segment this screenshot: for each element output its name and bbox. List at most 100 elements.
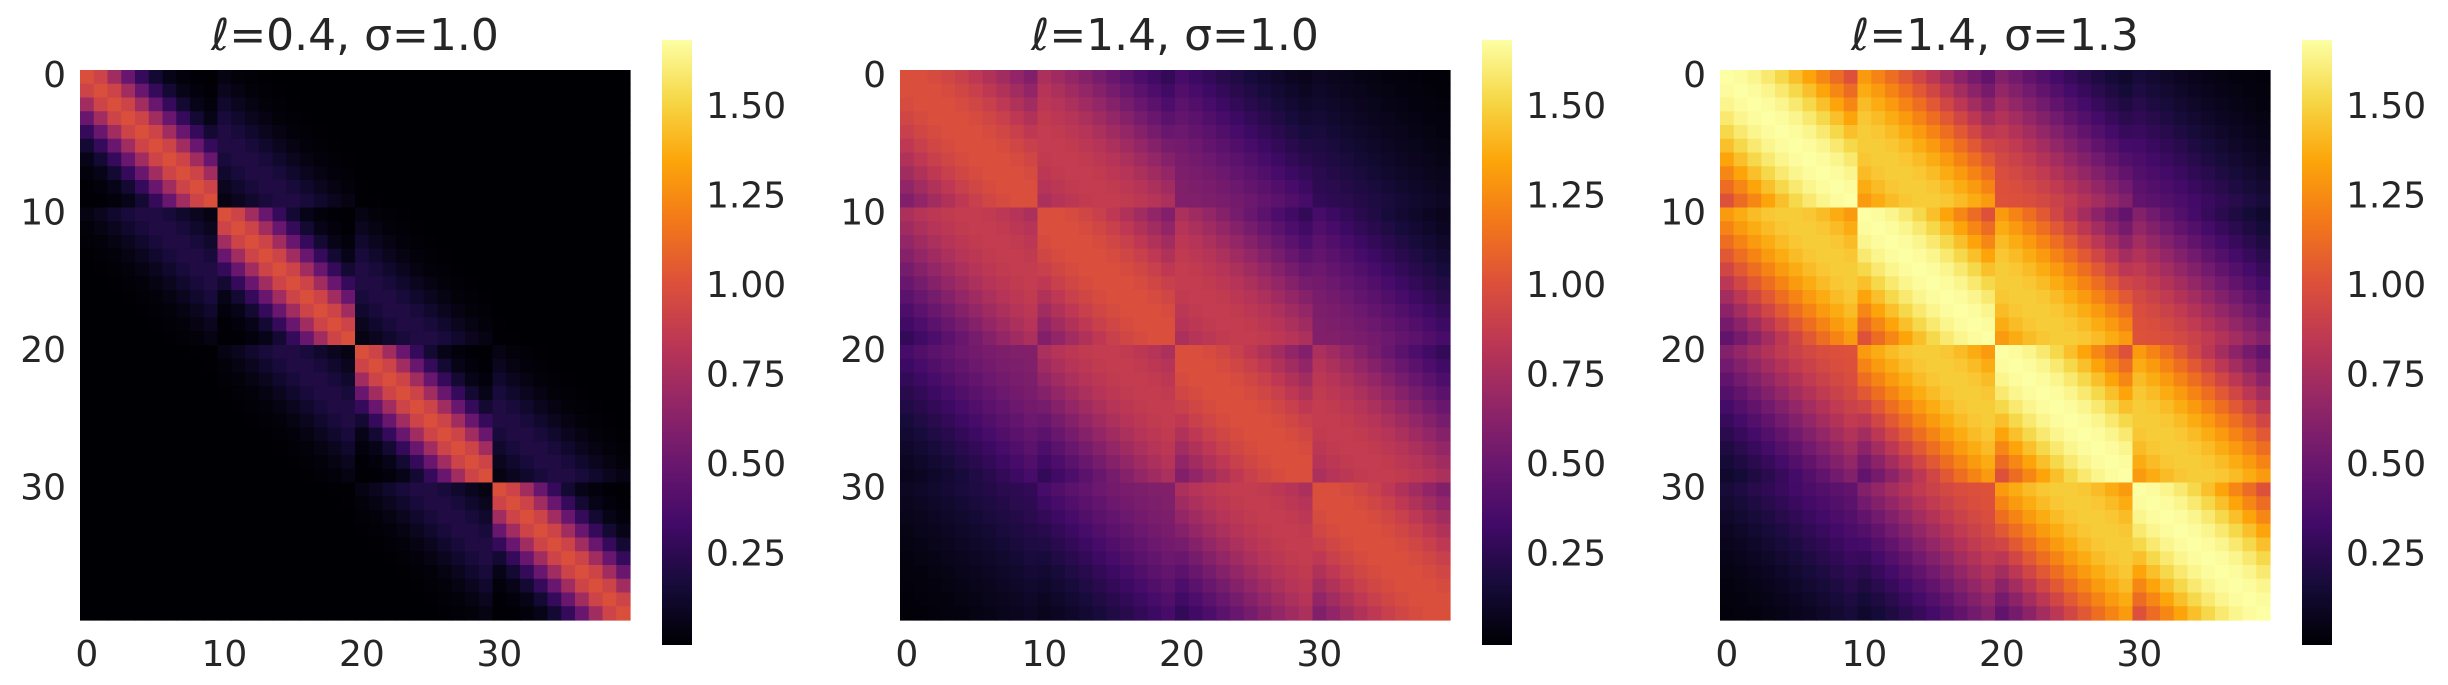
heatmap-cell xyxy=(1747,482,1762,497)
heatmap-cell xyxy=(1106,125,1121,140)
heatmap-cell xyxy=(2132,441,2147,456)
heatmap-cell xyxy=(410,207,425,222)
heatmap-cell xyxy=(1802,386,1817,401)
heatmap-cell xyxy=(1802,235,1817,250)
heatmap-cell xyxy=(968,207,984,222)
heatmap-cell xyxy=(1995,70,2010,85)
heatmap-cell xyxy=(1092,262,1107,277)
heatmap-cell xyxy=(2063,193,2079,209)
heatmap-cell xyxy=(2173,427,2189,442)
heatmap-cell xyxy=(900,193,915,209)
heatmap-cell xyxy=(2228,138,2244,154)
heatmap-cell xyxy=(2215,413,2230,429)
heatmap-cell xyxy=(1720,97,1735,112)
heatmap-cell xyxy=(1051,125,1066,140)
heatmap-cell xyxy=(1188,207,1204,222)
heatmap-cell xyxy=(1175,97,1190,112)
heatmap-cell xyxy=(2215,537,2230,552)
heatmap-cell xyxy=(506,303,521,319)
heatmap-cell xyxy=(955,358,970,374)
heatmap-cell xyxy=(327,400,342,415)
heatmap-cell xyxy=(1037,111,1052,126)
heatmap-cell xyxy=(355,166,370,181)
heatmap-cell xyxy=(1775,413,1790,429)
heatmap-cell xyxy=(2118,221,2134,236)
heatmap-cell xyxy=(382,372,397,387)
heatmap-cell xyxy=(135,317,150,332)
heatmap-cell xyxy=(2091,290,2106,305)
heatmap-cell xyxy=(217,551,232,566)
heatmap-cell xyxy=(245,400,260,415)
heatmap-cell xyxy=(1871,290,1886,305)
heatmap-cell xyxy=(520,523,535,539)
heatmap-cell xyxy=(396,372,411,387)
heatmap-cell xyxy=(1953,510,1969,525)
heatmap-cell xyxy=(1106,482,1121,497)
heatmap-cell xyxy=(2160,400,2175,415)
heatmap-cell xyxy=(107,180,122,195)
heatmap-cell xyxy=(368,152,384,167)
heatmap-cell xyxy=(900,427,915,442)
heatmap-cell xyxy=(410,427,425,442)
heatmap-cell xyxy=(1175,455,1190,470)
heatmap-cell xyxy=(1871,152,1886,167)
heatmap-cell xyxy=(1230,578,1245,594)
heatmap-cell xyxy=(148,125,164,140)
heatmap-cell xyxy=(2201,413,2216,429)
heatmap-cell xyxy=(1381,523,1396,539)
heatmap-cell xyxy=(941,345,956,360)
heatmap-cell xyxy=(1010,221,1025,236)
heatmap-cell xyxy=(1326,290,1341,305)
heatmap-cell xyxy=(1010,180,1025,195)
heatmap-cell xyxy=(1967,496,1982,511)
heatmap-cell xyxy=(2022,303,2037,319)
heatmap-cell xyxy=(1120,83,1135,99)
heatmap-cell xyxy=(203,125,219,140)
heatmap-cell xyxy=(1953,248,1969,264)
heatmap-cell xyxy=(258,427,274,442)
heatmap-cell xyxy=(2105,290,2120,305)
heatmap-cell xyxy=(1830,482,1845,497)
heatmap-cell xyxy=(1995,386,2010,401)
heatmap-cell xyxy=(451,166,466,181)
heatmap-cell xyxy=(1133,551,1149,566)
heatmap-cell xyxy=(465,262,480,277)
heatmap-cell xyxy=(2256,482,2271,497)
heatmap-cell xyxy=(2063,125,2079,140)
heatmap-cell xyxy=(1106,207,1121,222)
heatmap-cell xyxy=(2187,331,2202,346)
heatmap-cell xyxy=(1285,276,1300,291)
heatmap-cell xyxy=(1830,317,1845,332)
heatmap-cell xyxy=(1202,551,1217,566)
heatmap-cell xyxy=(1775,303,1790,319)
heatmap-cell xyxy=(2063,441,2079,456)
heatmap-cell xyxy=(1843,276,1859,291)
heatmap-cell xyxy=(1381,606,1396,621)
heatmap-cell xyxy=(1243,468,1259,484)
heatmap-cell xyxy=(245,386,260,401)
heatmap-cell xyxy=(1106,400,1121,415)
heatmap-cell xyxy=(2201,551,2216,566)
heatmap-cell xyxy=(1367,578,1382,594)
panel-3-title: ℓ=1.4, σ=1.3 xyxy=(1850,10,2139,61)
heatmap-cell xyxy=(2036,303,2051,319)
heatmap-cell xyxy=(437,400,452,415)
heatmap-cell xyxy=(1037,537,1052,552)
heatmap-cell xyxy=(190,207,205,222)
heatmap-cell xyxy=(1175,592,1190,607)
heatmap-cell xyxy=(1175,221,1190,236)
heatmap-cell xyxy=(1230,180,1245,195)
heatmap-cell xyxy=(1912,235,1927,250)
heatmap-cell xyxy=(2242,468,2257,484)
heatmap-cell xyxy=(162,523,177,539)
heatmap-cell xyxy=(368,358,384,374)
heatmap-cell xyxy=(1898,193,1914,209)
heatmap-cell xyxy=(1353,166,1369,181)
heatmap-cell xyxy=(1436,290,1451,305)
heatmap-cell xyxy=(1353,400,1369,415)
heatmap-cell xyxy=(1023,523,1039,539)
heatmap-cell xyxy=(465,400,480,415)
heatmap-cell xyxy=(2050,413,2065,429)
heatmap-cell xyxy=(382,221,397,236)
heatmap-cell xyxy=(396,427,411,442)
